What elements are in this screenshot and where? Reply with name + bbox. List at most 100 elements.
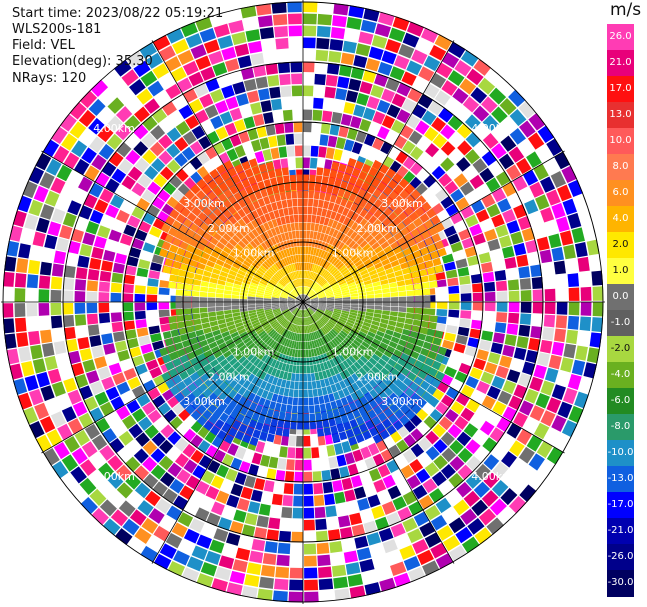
range-gate — [284, 363, 290, 372]
range-gate — [89, 488, 107, 507]
range-gate — [147, 278, 159, 287]
range-gate — [512, 175, 528, 192]
range-gate — [310, 305, 318, 309]
range-gate — [155, 498, 172, 514]
range-gate — [275, 334, 282, 342]
range-gate — [273, 433, 283, 445]
range-gate — [303, 300, 311, 302]
range-gate — [518, 446, 535, 464]
range-gate — [134, 285, 146, 294]
range-gate — [274, 286, 283, 292]
range-gate — [411, 325, 420, 333]
range-gate — [245, 426, 255, 436]
range-gate — [312, 207, 318, 216]
colorbar-segment — [607, 50, 634, 77]
range-gate — [312, 314, 318, 321]
range-gate — [367, 225, 376, 234]
range-gate — [379, 274, 388, 281]
range-gate — [269, 86, 281, 99]
range-gate — [450, 188, 465, 203]
range-gate — [270, 177, 278, 187]
range-gate — [469, 367, 483, 380]
range-gate — [444, 180, 459, 195]
range-gate — [392, 420, 404, 431]
range-gate — [303, 121, 312, 133]
range-gate — [159, 347, 169, 357]
range-gate — [486, 203, 501, 218]
range-gate — [363, 221, 372, 231]
range-gate — [280, 319, 287, 326]
range-gate — [355, 379, 364, 389]
range-gate — [303, 230, 307, 239]
range-gate — [285, 285, 292, 292]
range-gate — [90, 380, 104, 395]
range-gate — [166, 127, 182, 142]
range-gate — [297, 287, 301, 295]
range-gate — [218, 342, 227, 350]
range-gate — [191, 206, 202, 217]
range-gate — [278, 344, 284, 353]
range-gate — [259, 214, 267, 224]
range-gate — [497, 78, 515, 97]
range-gate — [199, 358, 210, 368]
range-gate — [519, 313, 532, 325]
range-gate — [245, 29, 261, 42]
range-gate — [313, 191, 320, 200]
range-gate — [218, 381, 229, 391]
range-gate — [254, 272, 263, 278]
range-gate — [469, 174, 485, 190]
range-gate — [281, 167, 289, 176]
range-gate — [399, 403, 411, 415]
range-gate — [110, 509, 129, 527]
range-gate — [308, 397, 314, 406]
range-gate — [429, 488, 445, 504]
range-gate — [293, 121, 303, 133]
range-gate — [311, 255, 316, 264]
range-gate — [444, 366, 457, 378]
range-gate — [346, 279, 355, 285]
range-gate — [200, 66, 216, 81]
range-gate — [437, 346, 448, 356]
range-gate — [417, 549, 434, 566]
range-gate — [521, 227, 536, 242]
range-gate — [301, 294, 303, 302]
range-gate — [344, 323, 353, 330]
range-gate — [278, 326, 285, 334]
range-gate — [568, 302, 580, 316]
range-gate — [317, 554, 331, 567]
range-gate — [528, 453, 545, 471]
range-gate — [191, 388, 202, 399]
range-gate — [171, 237, 182, 247]
range-gate — [247, 307, 256, 311]
range-gate — [441, 447, 457, 463]
range-gate — [385, 39, 402, 54]
range-gate — [268, 257, 275, 265]
range-gate — [364, 315, 373, 321]
range-gate — [340, 244, 348, 253]
range-gate — [267, 328, 275, 336]
range-gate — [299, 325, 302, 334]
range-gate — [158, 455, 174, 471]
range-gate — [124, 265, 137, 276]
range-gate — [242, 215, 251, 225]
range-gate — [320, 327, 327, 336]
range-gate — [377, 126, 390, 140]
range-gate — [233, 283, 242, 289]
range-gate — [370, 228, 380, 238]
range-gate — [434, 240, 445, 250]
range-gate — [293, 483, 303, 495]
range-gate — [351, 168, 361, 178]
range-gate — [278, 530, 291, 543]
range-gate — [568, 287, 580, 301]
range-gate — [114, 528, 133, 546]
range-gate — [336, 423, 345, 433]
range-gate — [289, 314, 295, 322]
range-gate — [137, 173, 152, 188]
range-gate — [416, 397, 427, 409]
range-gate — [381, 115, 396, 129]
range-gate — [279, 327, 286, 336]
range-gate — [129, 509, 147, 526]
range-gate — [299, 270, 302, 279]
range-gate — [294, 279, 298, 288]
range-gate — [295, 299, 303, 302]
